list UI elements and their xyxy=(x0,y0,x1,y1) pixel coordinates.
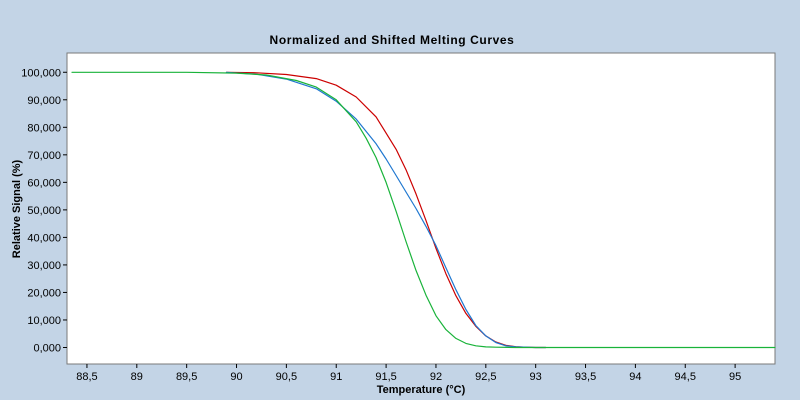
series-group xyxy=(71,71,776,349)
y-tick-label: 80,000 xyxy=(27,122,61,134)
y-tick-label: 50,000 xyxy=(27,205,61,217)
x-tick-label: 93,5 xyxy=(575,371,596,383)
series-line-3 xyxy=(71,71,776,349)
x-tick-label: 90,5 xyxy=(276,371,297,383)
x-tick-label: 89,5 xyxy=(176,371,197,383)
x-axis-title: Temperature (°C) xyxy=(377,384,466,396)
chart-title: Normalized and Shifted Melting Curves xyxy=(270,33,515,47)
x-tick-label: 93 xyxy=(530,371,542,383)
y-axis-title: Relative Signal (%) xyxy=(11,159,23,258)
series-line-2 xyxy=(225,71,547,349)
y-tick-label: 90,000 xyxy=(27,95,61,107)
y-axis: 0,000 10,000 20,000 30,000 40,000 50,000 60,00… xyxy=(21,67,67,354)
x-tick-label: 95 xyxy=(729,371,741,383)
y-tick-label: 0,000 xyxy=(33,342,61,354)
x-tick-label: 94,5 xyxy=(675,371,696,383)
y-tick-label: 70,000 xyxy=(27,150,61,162)
x-tick-label: 90 xyxy=(230,371,242,383)
x-tick-label: 94 xyxy=(629,371,641,383)
y-tick-label: 10,000 xyxy=(27,315,61,327)
y-tick-label: 20,000 xyxy=(27,287,61,299)
x-tick-label: 89 xyxy=(131,371,143,383)
x-tick-label: 91 xyxy=(330,371,342,383)
x-tick-label: 92 xyxy=(430,371,442,383)
y-tick-label: 30,000 xyxy=(27,260,61,272)
y-tick-label: 40,000 xyxy=(27,232,61,244)
x-tick-label: 88,5 xyxy=(76,371,97,383)
x-axis: 88,5 89 89,5 90 90,5 91 91,5 92 92,5 93 93,5 94 94,5… xyxy=(76,364,741,383)
y-tick-label: 60,000 xyxy=(27,177,61,189)
x-tick-label: 91,5 xyxy=(375,371,396,383)
x-tick-label: 92,5 xyxy=(475,371,496,383)
y-tick-label: 100,000 xyxy=(21,67,61,79)
